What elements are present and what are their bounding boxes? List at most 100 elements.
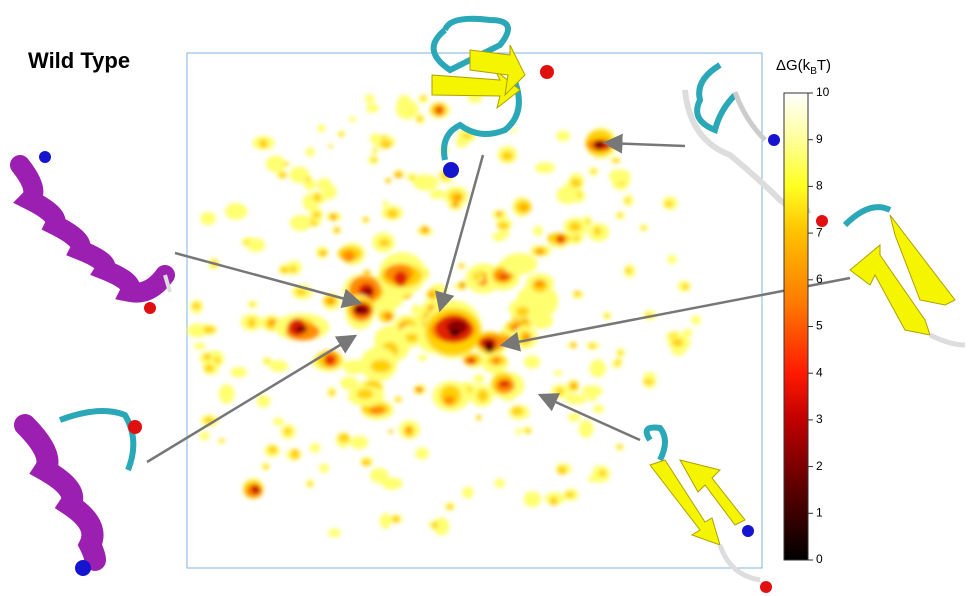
tick-label: 0 (816, 552, 823, 566)
energy-blob (254, 487, 259, 494)
energy-blob (324, 355, 335, 365)
energy-blob (556, 387, 564, 396)
energy-blob (501, 151, 514, 161)
energy-blob (340, 376, 359, 390)
energy-blob (328, 528, 341, 538)
energy-blob (204, 364, 215, 373)
energy-blob (568, 221, 582, 232)
energy-blob (230, 366, 248, 378)
energy-blob (587, 476, 599, 483)
energy-blob (605, 313, 609, 318)
energy-blob (265, 155, 286, 173)
tick-label: 5 (816, 319, 823, 333)
tick-label: 3 (816, 412, 823, 426)
energy-blob (536, 248, 544, 254)
energy-blob (193, 342, 206, 350)
energy-blob (446, 320, 468, 334)
energy-blob (393, 270, 408, 287)
energy-blob (595, 141, 603, 146)
energy-blob (570, 341, 577, 349)
energy-blob (386, 179, 389, 182)
energy-blob (362, 217, 369, 222)
energy-blob (497, 222, 509, 230)
helix-structure (10, 151, 175, 314)
energy-blob (305, 147, 315, 157)
tick-label: 7 (816, 225, 823, 239)
energy-blob (682, 329, 693, 338)
energy-blob (263, 464, 270, 469)
energy-blob (589, 359, 606, 378)
energy-blob (435, 107, 442, 113)
energy-blob (389, 430, 392, 433)
energy-blob (496, 211, 502, 216)
energy-blob (218, 384, 235, 404)
energy-blob (369, 406, 385, 415)
energy-blob (511, 406, 524, 416)
energy-blob (567, 412, 581, 422)
energy-blob (364, 271, 370, 275)
energy-blob (225, 203, 248, 220)
energy-blob (444, 395, 455, 405)
energy-blob (617, 350, 623, 356)
energy-blob (523, 355, 541, 369)
energy-blob (405, 333, 420, 343)
energy-blob (472, 274, 482, 281)
energy-blob (348, 116, 357, 123)
energy-blob (258, 139, 268, 149)
energy-blob (624, 198, 630, 203)
energy-blob (249, 302, 255, 306)
energy-blob (643, 379, 654, 385)
energy-blob (461, 283, 465, 286)
tick-label: 6 (816, 272, 823, 286)
energy-blob (418, 388, 422, 392)
energy-blob (317, 124, 326, 133)
energy-blob (318, 463, 330, 473)
energy-blob (396, 95, 413, 115)
energy-blob (295, 288, 307, 296)
energy-blob (328, 390, 336, 396)
energy-blob (338, 433, 350, 443)
label-part: ΔG(k (776, 57, 811, 74)
colorbar (783, 92, 809, 561)
helix-loop-structure (14, 408, 142, 576)
energy-blob (328, 144, 333, 148)
energy-blob (200, 211, 216, 226)
energy-blob (284, 427, 292, 436)
energy-blob (371, 157, 377, 163)
energy-blob (369, 133, 383, 143)
energy-blob (409, 176, 415, 180)
energy-blob (691, 315, 701, 326)
energy-blob (593, 404, 604, 414)
energy-blob (429, 189, 446, 200)
energy-blob (520, 205, 527, 210)
energy-blob (305, 177, 311, 182)
energy-blob (449, 329, 460, 337)
energy-blob (268, 320, 276, 325)
energy-blob (564, 181, 573, 193)
energy-blob (455, 137, 469, 148)
arrow (602, 133, 686, 154)
energy-blob (498, 380, 510, 388)
energy-blob (356, 388, 374, 400)
energy-blob (364, 219, 367, 222)
tick-label: 1 (816, 505, 823, 519)
energy-blob (362, 288, 374, 296)
arrow (146, 334, 358, 464)
energy-blob (370, 467, 389, 484)
energy-blob (386, 209, 399, 219)
energy-blob (373, 149, 377, 152)
energy-blob (514, 428, 523, 435)
energy-blob (587, 395, 597, 402)
energy-blob (283, 162, 289, 166)
energy-blob (203, 353, 211, 361)
energy-blob (612, 158, 620, 163)
energy-blob (317, 177, 332, 192)
arrow (174, 251, 363, 309)
energy-blob (416, 116, 423, 122)
energy-blob (565, 393, 587, 405)
energy-blob (366, 103, 379, 113)
energy-blob (515, 306, 530, 317)
energy-blob (557, 465, 567, 475)
energy-blob (591, 169, 597, 174)
